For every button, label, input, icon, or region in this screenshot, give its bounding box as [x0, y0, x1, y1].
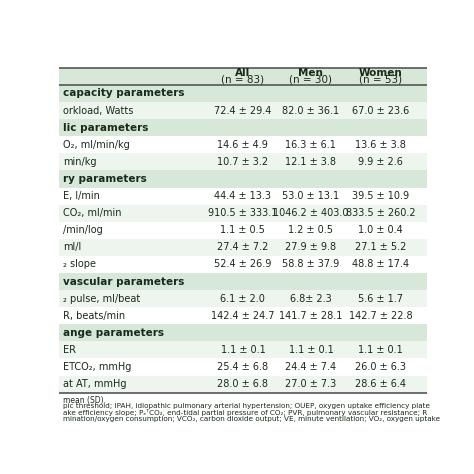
Text: at AT, mmHg: at AT, mmHg	[63, 379, 127, 389]
Bar	[59, 68, 427, 85]
Text: 142.4 ± 24.7: 142.4 ± 24.7	[211, 311, 274, 321]
Text: 52.4 ± 26.9: 52.4 ± 26.9	[214, 259, 272, 269]
Text: ₂ pulse, ml/beat: ₂ pulse, ml/beat	[63, 293, 140, 304]
Bar	[59, 341, 427, 358]
Text: 48.8 ± 17.4: 48.8 ± 17.4	[352, 259, 409, 269]
Text: (n = 30): (n = 30)	[290, 75, 332, 85]
Text: 28.0 ± 6.8: 28.0 ± 6.8	[218, 379, 268, 389]
Text: 1.0 ± 0.4: 1.0 ± 0.4	[358, 225, 403, 235]
Text: min/kg: min/kg	[63, 157, 96, 167]
Text: capacity parameters: capacity parameters	[63, 89, 184, 99]
Text: 27.4 ± 7.2: 27.4 ± 7.2	[217, 242, 269, 252]
Text: 6.1 ± 2.0: 6.1 ± 2.0	[220, 293, 265, 304]
Text: O₂, ml/min/kg: O₂, ml/min/kg	[63, 140, 130, 150]
Text: ETCO₂, mmHg: ETCO₂, mmHg	[63, 362, 131, 372]
Text: 5.6 ± 1.7: 5.6 ± 1.7	[358, 293, 403, 304]
Bar	[59, 290, 427, 307]
Text: vascular parameters: vascular parameters	[63, 276, 184, 287]
Text: ry parameters: ry parameters	[63, 174, 146, 184]
Text: 27.9 ± 9.8: 27.9 ± 9.8	[285, 242, 337, 252]
Text: 26.0 ± 6.3: 26.0 ± 6.3	[355, 362, 406, 372]
Text: 27.0 ± 7.3: 27.0 ± 7.3	[285, 379, 337, 389]
Text: 67.0 ± 23.6: 67.0 ± 23.6	[352, 106, 410, 116]
Text: (n = 83): (n = 83)	[221, 75, 264, 85]
Text: E, l/min: E, l/min	[63, 191, 100, 201]
Text: 44.4 ± 13.3: 44.4 ± 13.3	[214, 191, 272, 201]
Bar	[59, 324, 427, 341]
Text: 142.7 ± 22.8: 142.7 ± 22.8	[349, 311, 412, 321]
Text: 13.6 ± 3.8: 13.6 ± 3.8	[355, 140, 406, 150]
Bar	[59, 239, 427, 256]
Bar	[59, 273, 427, 290]
Text: 39.5 ± 10.9: 39.5 ± 10.9	[352, 191, 409, 201]
Bar	[59, 358, 427, 375]
Text: 72.4 ± 29.4: 72.4 ± 29.4	[214, 106, 272, 116]
Text: ange parameters: ange parameters	[63, 328, 164, 338]
Text: 1.1 ± 0.1: 1.1 ± 0.1	[358, 345, 403, 355]
Text: CO₂, ml/min: CO₂, ml/min	[63, 208, 121, 218]
Text: Women: Women	[359, 68, 402, 78]
Text: 141.7 ± 28.1: 141.7 ± 28.1	[279, 311, 343, 321]
Text: 1.2 ± 0.5: 1.2 ± 0.5	[288, 225, 333, 235]
Text: 53.0 ± 13.1: 53.0 ± 13.1	[283, 191, 339, 201]
Text: 833.5 ± 260.2: 833.5 ± 260.2	[346, 208, 416, 218]
Text: (n = 53): (n = 53)	[359, 75, 402, 85]
Text: 14.6 ± 4.9: 14.6 ± 4.9	[218, 140, 268, 150]
Bar	[59, 307, 427, 324]
Text: /min/log: /min/log	[63, 225, 103, 235]
Text: 10.7 ± 3.2: 10.7 ± 3.2	[218, 157, 268, 167]
Text: lic parameters: lic parameters	[63, 123, 148, 133]
Bar	[59, 205, 427, 222]
Text: 24.4 ± 7.4: 24.4 ± 7.4	[285, 362, 337, 372]
Text: 58.8 ± 37.9: 58.8 ± 37.9	[282, 259, 339, 269]
Text: 1046.2 ± 403.0: 1046.2 ± 403.0	[273, 208, 349, 218]
Text: ₂ slope: ₂ slope	[63, 259, 96, 269]
Text: 12.1 ± 3.8: 12.1 ± 3.8	[285, 157, 337, 167]
Bar	[59, 188, 427, 205]
Text: mination/oxygen consumption; VCO₂, carbon dioxide output; VE, minute ventilation: mination/oxygen consumption; VCO₂, carbo…	[63, 416, 440, 422]
Text: R, beats/min: R, beats/min	[63, 311, 125, 321]
Text: 25.4 ± 6.8: 25.4 ± 6.8	[218, 362, 268, 372]
Text: 16.3 ± 6.1: 16.3 ± 6.1	[285, 140, 337, 150]
Text: 28.6 ± 6.4: 28.6 ± 6.4	[355, 379, 406, 389]
Text: 1.1 ± 0.1: 1.1 ± 0.1	[289, 345, 333, 355]
Bar	[59, 171, 427, 188]
Text: ml/l: ml/l	[63, 242, 81, 252]
Text: Men: Men	[299, 68, 323, 78]
Text: 6.8± 2.3: 6.8± 2.3	[290, 293, 332, 304]
Bar	[59, 136, 427, 153]
Text: ake efficiency slope; PₑᵀCO₂, end-tidal partial pressure of CO₂; PVR, pulmonary : ake efficiency slope; PₑᵀCO₂, end-tidal …	[63, 409, 427, 416]
Bar	[59, 119, 427, 136]
Text: mean (SD).: mean (SD).	[63, 396, 106, 405]
Text: ER: ER	[63, 345, 76, 355]
Text: 27.1 ± 5.2: 27.1 ± 5.2	[355, 242, 406, 252]
Bar	[59, 85, 427, 102]
Text: All: All	[235, 68, 251, 78]
Text: 910.5 ± 333.1: 910.5 ± 333.1	[208, 208, 278, 218]
Text: 1.1 ± 0.1: 1.1 ± 0.1	[220, 345, 265, 355]
Text: pic threshold; IPAH, idiopathic pulmonary arterial hypertension; OUEP, oxygen up: pic threshold; IPAH, idiopathic pulmonar…	[63, 402, 430, 409]
Text: 82.0 ± 36.1: 82.0 ± 36.1	[283, 106, 339, 116]
Text: 1.1 ± 0.5: 1.1 ± 0.5	[220, 225, 265, 235]
Text: orkload, Watts: orkload, Watts	[63, 106, 133, 116]
Bar	[59, 222, 427, 239]
Text: 9.9 ± 2.6: 9.9 ± 2.6	[358, 157, 403, 167]
Bar	[59, 102, 427, 119]
Bar	[59, 375, 427, 392]
Bar	[59, 256, 427, 273]
Bar	[59, 153, 427, 171]
